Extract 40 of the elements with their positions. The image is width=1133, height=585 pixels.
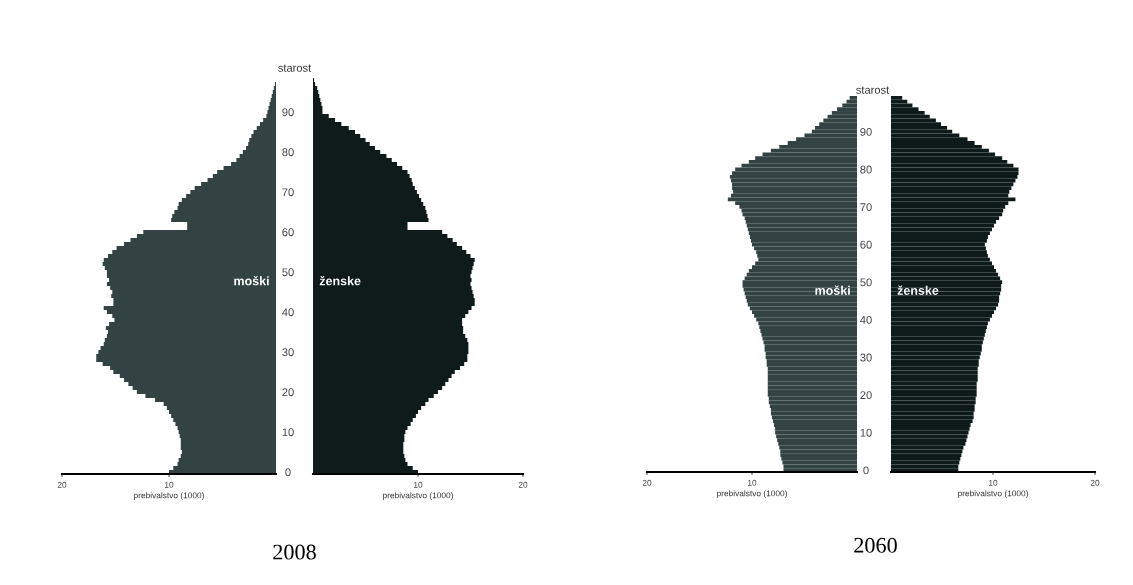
- x-axis-title: prebivalstvo (1000): [383, 492, 453, 500]
- x-tick-label: 10: [989, 479, 998, 486]
- y-tick-label: 70: [860, 203, 872, 212]
- y-tick-label: 40: [282, 308, 294, 317]
- y-tick-label: 50: [860, 278, 872, 287]
- text: 2008: [273, 544, 316, 560]
- y-tick-label: 0: [285, 468, 291, 477]
- y-tick-label: 20: [860, 391, 872, 400]
- x-tick-label: 20: [642, 479, 652, 486]
- x-tick-label: 20: [1090, 479, 1100, 486]
- series-label: ženske: [897, 285, 939, 295]
- series-label: moški: [234, 275, 269, 286]
- x-axis-title: prebivalstvo (1000): [134, 492, 204, 500]
- series-label: moški: [815, 285, 850, 295]
- y-tick-label: 90: [282, 108, 294, 117]
- y-tick-label: 30: [282, 348, 294, 357]
- y-tick-label: 40: [860, 315, 872, 324]
- y-tick-label: 10: [860, 428, 872, 437]
- y-axis-title: starost: [278, 64, 312, 72]
- y-tick-label: 30: [860, 353, 872, 362]
- y-axis-title: starost: [856, 86, 890, 94]
- y-tick-label: 0: [863, 466, 869, 475]
- x-tick-label: 10: [748, 479, 757, 486]
- text: 2060: [854, 537, 897, 553]
- x-tick-label: 20: [518, 481, 528, 488]
- y-tick-label: 50: [282, 268, 294, 277]
- y-tick-label: 70: [282, 188, 294, 197]
- y-tick-label: 60: [282, 228, 294, 237]
- x-tick-label: 10: [165, 481, 174, 488]
- series-label: ženske: [319, 275, 361, 286]
- x-tick-label: 20: [57, 481, 67, 488]
- y-tick-label: 10: [282, 428, 294, 437]
- y-tick-label: 60: [860, 240, 872, 249]
- y-tick-label: 90: [860, 127, 872, 136]
- x-axis-title: prebivalstvo (1000): [717, 490, 787, 498]
- y-tick-label: 20: [282, 388, 294, 397]
- y-tick-label: 80: [860, 165, 872, 174]
- x-axis-title: prebivalstvo (1000): [958, 490, 1028, 498]
- x-tick-label: 10: [414, 481, 423, 488]
- y-tick-label: 80: [282, 148, 294, 157]
